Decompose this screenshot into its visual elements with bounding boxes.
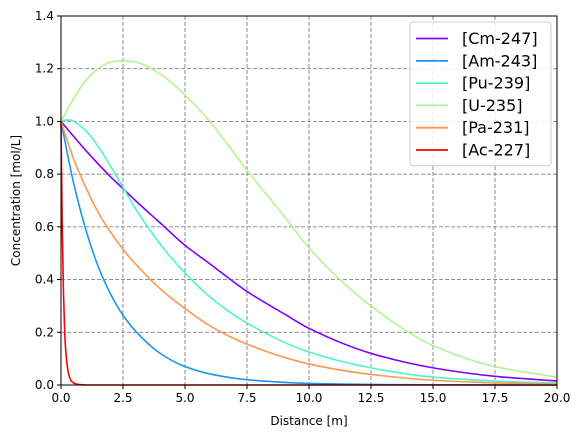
series-group: [60, 60, 558, 386]
legend-label: [Cm-247]: [462, 29, 538, 48]
x-tick-label: 5.0: [175, 391, 194, 405]
y-tick-label: 1.4: [35, 9, 54, 23]
legend: [Cm-247] [Am-243] [Pu-239] [U-235] [Pa-231] […: [409, 21, 552, 167]
x-tick-label: 17.5: [482, 391, 509, 405]
series-line-0: [60, 120, 558, 382]
y-tick-label: 1.0: [35, 114, 54, 128]
x-tick-label: 15.0: [420, 391, 447, 405]
x-tick-label: 12.5: [358, 391, 385, 405]
x-axis-label: Distance [m]: [270, 414, 347, 428]
y-tick-label: 0.4: [35, 273, 54, 287]
y-tick-label: 0.8: [35, 167, 54, 181]
x-tick-label: 0.0: [51, 391, 70, 405]
series-line-4: [60, 121, 558, 386]
y-tick-label: 0.0: [35, 378, 54, 392]
legend-label: [U-235]: [462, 96, 523, 115]
series-line-2: [60, 119, 558, 384]
legend-box: [409, 21, 552, 167]
x-tick-label: 20.0: [544, 391, 571, 405]
legend-label: [Ac-227]: [462, 141, 530, 160]
legend-label: [Am-243]: [462, 51, 537, 70]
legend-label: [Pu-239]: [462, 74, 530, 93]
x-tick-label: 7.5: [237, 391, 256, 405]
x-tick-label: 10.0: [296, 391, 323, 405]
y-tick-label: 1.2: [35, 62, 54, 76]
y-axis-label: Concentration [mol/L]: [9, 135, 23, 266]
x-tick-label: 2.5: [113, 391, 132, 405]
ticks: 0.0 2.5 5.0 7.5 10.0 12.5 15.0 17.5 20.0 0.0 0.2 0.…: [35, 9, 570, 405]
series-line-3: [60, 60, 558, 378]
legend-label: [Pa-231]: [462, 118, 530, 137]
y-tick-label: 0.6: [35, 220, 54, 234]
y-tick-label: 0.2: [35, 325, 54, 339]
